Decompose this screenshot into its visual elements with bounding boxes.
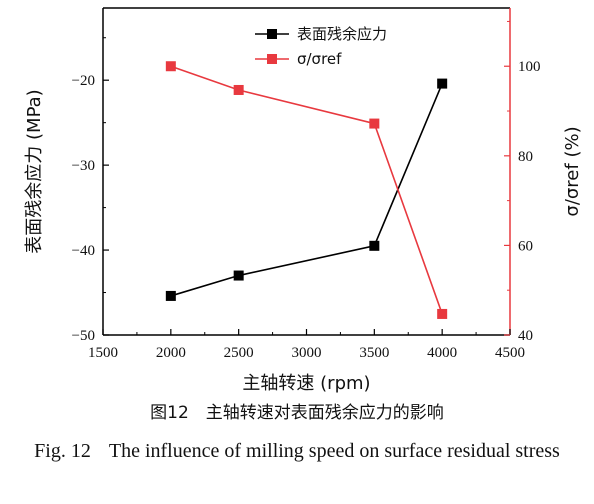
data-point-series-1 <box>233 84 244 95</box>
x-tick-label: 3000 <box>292 345 322 361</box>
x-tick-label: 1500 <box>88 345 118 361</box>
y-left-tick-label: −50 <box>72 328 95 344</box>
data-point-series-0 <box>165 290 176 301</box>
data-point-series-0 <box>233 270 244 281</box>
figure-caption-text: The influence of milling speed on surfac… <box>108 440 560 462</box>
figure-number: Fig. 12 <box>34 440 91 462</box>
chart: 1500 2000 2500 3000 3500 4000 4500 −50 −40 −30 −20… <box>24 7 583 394</box>
x-tick-label: 2500 <box>224 345 254 361</box>
y-left-tick-label: −30 <box>72 158 95 174</box>
y-left-tick-label: −20 <box>72 73 95 89</box>
x-tick-label: 2000 <box>156 345 186 361</box>
y-right-tick-label: 60 <box>518 238 533 254</box>
y-axis-left-title: 表面残余应力 (MPa) <box>24 89 45 253</box>
y-left-tick-label: −40 <box>72 243 95 259</box>
legend-marker-0 <box>267 29 277 39</box>
data-point-series-1 <box>165 61 176 72</box>
series-line-1 <box>170 65 443 315</box>
x-tick-label: 4500 <box>495 345 525 361</box>
y-right-tick-label: 100 <box>518 59 541 75</box>
y-axis-right-title: σ/σref (%) <box>562 126 583 216</box>
x-axis-title: 主轴转速 (rpm) <box>242 373 370 394</box>
x-tick-label: 3500 <box>359 345 389 361</box>
figure-caption-chinese: 图12 主轴转速对表面残余应力的影响 <box>150 403 444 423</box>
series-line-0 <box>170 83 443 297</box>
data-point-series-0 <box>369 240 380 251</box>
legend-marker-1 <box>267 54 277 64</box>
x-tick-label: 4000 <box>427 345 457 361</box>
legend-label-0: 表面残余应力 <box>297 25 387 43</box>
figure-caption-english: Fig. 12 The influence of milling speed on… <box>0 434 594 468</box>
data-point-series-1 <box>369 118 380 129</box>
y-right-tick-label: 80 <box>518 149 533 165</box>
legend-label-1: σ/σref <box>297 50 342 68</box>
data-point-series-0 <box>437 78 448 89</box>
data-point-series-1 <box>437 308 448 319</box>
y-right-tick-label: 40 <box>518 328 533 344</box>
